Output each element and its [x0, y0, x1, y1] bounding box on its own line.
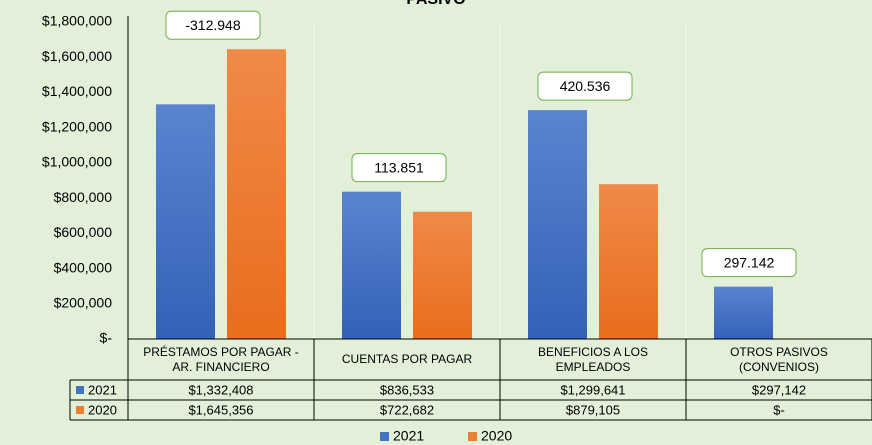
y-tick-label: $1,400,000 [42, 83, 112, 99]
table-series-name: 2020 [88, 402, 117, 417]
table-value: $836,533 [380, 382, 434, 397]
x-tick-label: OTROS PASIVOS (CONVENIOS) [730, 344, 828, 374]
annotation: 297.142 [724, 254, 775, 270]
x-tick-label: PRÉSTAMOS POR PAGAR - AR. FINANCIERO [143, 344, 299, 374]
table-value: $297,142 [752, 382, 806, 397]
legend-label: 2020 [481, 428, 512, 444]
table-value: $1,332,408 [188, 382, 253, 397]
y-tick-label: $1,600,000 [42, 48, 112, 64]
bar [342, 191, 401, 339]
annotation-box [351, 153, 447, 183]
legend-swatch [468, 432, 477, 441]
annotation: 420.536 [560, 78, 611, 94]
y-tick-label: $1,000,000 [42, 154, 112, 170]
x-tick-label: CUENTAS POR PAGAR [341, 352, 473, 366]
legend-swatch [380, 432, 389, 441]
annotation-box [165, 10, 261, 40]
chart-title: PASIVO [406, 0, 465, 8]
table-value: $1,645,356 [188, 402, 253, 417]
legend-swatch [76, 386, 84, 394]
y-tick-label: $- [100, 330, 113, 346]
y-tick-label: $1,200,000 [42, 118, 112, 134]
bar [227, 49, 286, 339]
table-value: $1,299,641 [560, 382, 625, 397]
y-tick-label: $200,000 [54, 294, 113, 310]
legend-swatch [76, 406, 84, 414]
bar [528, 110, 587, 340]
annotation: -312.948 [185, 17, 240, 33]
table-value: $879,105 [566, 402, 620, 417]
legend-label: 2021 [393, 428, 424, 444]
bar [599, 184, 658, 339]
bar [714, 286, 773, 339]
annotation: 113.851 [374, 159, 424, 175]
table-series-name: 2021 [88, 382, 117, 397]
x-tick-label: BENEFICIOS A LOS EMPLEADOS [537, 344, 649, 374]
table-value: $- [773, 402, 785, 417]
y-tick-label: $600,000 [54, 224, 113, 240]
y-tick-label: $1,800,000 [42, 13, 112, 29]
y-tick-label: $800,000 [54, 189, 113, 205]
bar [156, 104, 215, 339]
annotation-box [537, 71, 633, 101]
annotation-box [701, 248, 797, 278]
y-tick-label: $400,000 [54, 259, 113, 275]
table-value: $722,682 [380, 402, 434, 417]
bar [413, 211, 472, 339]
